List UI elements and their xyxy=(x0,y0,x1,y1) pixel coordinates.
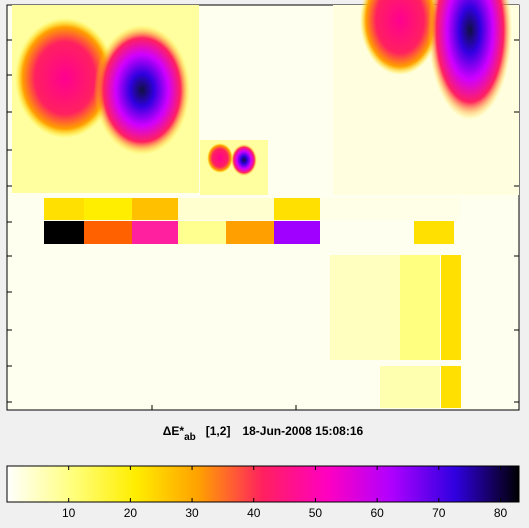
blob xyxy=(231,144,257,176)
strip xyxy=(44,198,460,244)
x-tick-label: 60 xyxy=(370,506,384,520)
x-tick-label: 30 xyxy=(185,506,199,520)
panel xyxy=(400,255,440,360)
x-tick-label: 40 xyxy=(247,506,261,520)
panel xyxy=(441,255,461,360)
title-indices: [1,2] xyxy=(206,424,231,438)
axis-ticks xyxy=(7,39,519,410)
panel xyxy=(380,366,440,408)
title-subscript: ab xyxy=(184,432,196,443)
title-timestamp: 18-Jun-2008 15:08:16 xyxy=(242,424,363,438)
x-tick-label: 20 xyxy=(124,506,138,520)
blob xyxy=(360,0,440,75)
blob xyxy=(15,18,115,138)
title: ΔE*ab [1,2] 18-Jun-2008 15:08:16 xyxy=(163,424,364,442)
blob xyxy=(207,143,233,173)
x-tick-label: 50 xyxy=(309,506,323,520)
x-tick-label: 80 xyxy=(494,506,508,520)
x-tick-label: 70 xyxy=(432,506,446,520)
title-symbol: ΔE* xyxy=(163,424,185,438)
colorbar xyxy=(6,465,520,503)
panel xyxy=(441,366,461,408)
x-tick-label: 10 xyxy=(62,506,76,520)
blob xyxy=(94,25,190,155)
heatmap xyxy=(6,0,520,411)
blob xyxy=(428,0,512,120)
